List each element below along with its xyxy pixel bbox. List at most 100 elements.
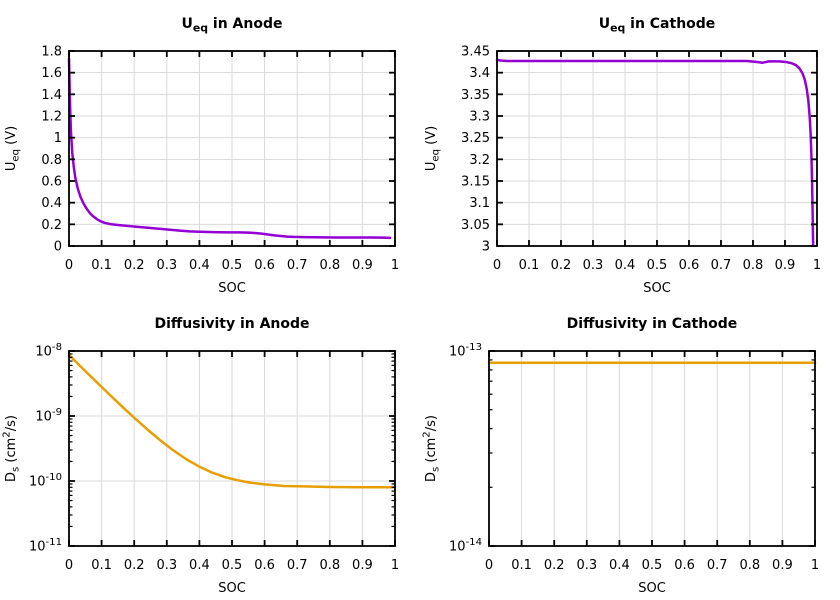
y-tick-label: 3.2: [469, 153, 490, 168]
x-tick-label: 0.7: [711, 258, 732, 273]
x-axis-label: SOC: [643, 281, 671, 296]
x-tick-label: 0.1: [91, 258, 112, 273]
x-tick-label: 0.8: [743, 258, 764, 273]
x-tick-label: 1: [391, 558, 399, 573]
chart-diffusivity-cathode-svg: 0 0.1 0.2 0.3 0.4 0.5 0.6 0.7 0.8 0.9 1 10-14 10-13 D…: [422, 316, 820, 596]
x-tick-label: 0.8: [319, 258, 340, 273]
x-tick-label: 0.5: [222, 258, 243, 273]
x-axis-label: SOC: [638, 581, 666, 596]
x-tick-label: 0.2: [124, 258, 145, 273]
y-axis-label: Ds (cm2/s): [2, 415, 22, 482]
x-tick-label: 0.5: [222, 558, 243, 573]
x-tick-label: 0.2: [544, 558, 565, 573]
x-tick-label: 0: [65, 558, 73, 573]
x-tick-label: 0.8: [319, 558, 340, 573]
x-tick-label: 0.1: [519, 258, 540, 273]
x-tick-labels: 0 0.1 0.2 0.3 0.4 0.5 0.6 0.7 0.8 0.9 1: [493, 258, 821, 273]
x-tick-label: 0.4: [189, 558, 210, 573]
x-tick-label: 0.9: [775, 258, 796, 273]
x-tick-labels: 0 0.1 0.2 0.3 0.4 0.5 0.6 0.7 0.8 0.9 1: [65, 258, 399, 273]
ueq-cathode-curve: [495, 58, 815, 248]
y-tick-label: 3.05: [461, 218, 490, 233]
y-tick-label: 3: [482, 240, 490, 255]
y-tick-labels: 10-11 10-10 10-9 10-8: [29, 342, 62, 555]
axis-ticks: [488, 350, 816, 547]
x-tick-label: 0.7: [287, 258, 308, 273]
x-axis-label: SOC: [218, 281, 246, 296]
x-tick-label: 0: [65, 258, 73, 273]
x-tick-label: 0.4: [615, 258, 636, 273]
y-tick-label: 10-14: [449, 537, 482, 555]
y-axis-label: Ueq (V): [424, 126, 441, 171]
y-tick-label: 3.1: [469, 196, 490, 211]
x-tick-label: 0.6: [674, 558, 695, 573]
x-tick-label: 0: [485, 558, 493, 573]
y-tick-labels: 3 3.05 3.1 3.15 3.2 3.25 3.3 3.35 3.4 3.45: [461, 45, 490, 255]
x-tick-label: 0.3: [156, 558, 177, 573]
x-tick-labels: 0 0.1 0.2 0.3 0.4 0.5 0.6 0.7 0.8 0.9 1: [485, 558, 819, 573]
y-tick-label: 1: [54, 131, 62, 146]
chart-diffusivity-cathode: 0 0.1 0.2 0.3 0.4 0.5 0.6 0.7 0.8 0.9 1 10-14 10-13 D…: [420, 300, 840, 600]
x-axis-label: SOC: [218, 581, 246, 596]
x-tick-label: 0: [493, 258, 501, 273]
x-tick-label: 1: [811, 558, 819, 573]
x-tick-label: 0.4: [609, 558, 630, 573]
chart-title: Diffusivity in Cathode: [567, 316, 738, 332]
x-tick-label: 0.7: [287, 558, 308, 573]
chart-ueq-anode-svg: 0 0.1 0.2 0.3 0.4 0.5 0.6 0.7 0.8 0.9 100.20.40.60…: [4, 16, 399, 296]
y-tick-label: 3.4: [469, 66, 490, 81]
x-tick-label: 0.3: [156, 258, 177, 273]
grid-lines: [68, 350, 396, 547]
grid-lines: [496, 50, 818, 247]
axis-ticks: [68, 350, 396, 547]
ds-anode-curve: [67, 353, 397, 489]
y-tick-label: 10-9: [35, 407, 62, 425]
x-tick-label: 0.7: [707, 558, 728, 573]
y-tick-label: 0.6: [41, 175, 62, 190]
ueq-anode-curve: [67, 57, 392, 240]
y-tick-label: 10-11: [29, 537, 62, 555]
y-tick-label: 1.8: [41, 45, 62, 60]
x-tick-label: 0.6: [254, 558, 275, 573]
y-tick-label: 0: [54, 240, 62, 255]
y-tick-label: 10-10: [29, 472, 62, 490]
x-tick-label: 1: [813, 258, 821, 273]
minor-log-ticks: [69, 353, 395, 528]
chart-title: Ueq in Anode: [181, 16, 282, 35]
chart-title: Diffusivity in Anode: [154, 316, 309, 332]
y-tick-label: 3.3: [469, 110, 490, 125]
x-tick-label: 0.8: [739, 558, 760, 573]
y-tick-label: 10-8: [35, 342, 62, 360]
axis-ticks: [68, 50, 396, 247]
y-tick-label: 3.35: [461, 88, 490, 103]
x-tick-label: 0.3: [583, 258, 604, 273]
minor-log-ticks: [489, 359, 815, 488]
y-tick-label: 10-13: [449, 342, 482, 360]
x-tick-label: 0.2: [124, 558, 145, 573]
y-tick-labels: 0 0.2 0.4 0.6 0.8 1 1.2 1.4 1.6 1.8: [41, 45, 62, 255]
y-tick-label: 1.2: [41, 110, 62, 125]
x-tick-label: 0.9: [772, 558, 793, 573]
chart-ueq-cathode-svg: 0 0.1 0.2 0.3 0.4 0.5 0.6 0.7 0.8 0.9 1 3 3.05 3.1 3.1…: [424, 16, 821, 296]
x-tick-label: 1: [391, 258, 399, 273]
y-tick-label: 3.15: [461, 175, 490, 190]
grid-lines: [488, 350, 816, 547]
y-tick-label: 0.2: [41, 218, 62, 233]
x-tick-label: 0.4: [189, 258, 210, 273]
x-tick-label: 0.2: [551, 258, 572, 273]
y-tick-label: 3.45: [461, 45, 490, 60]
chart-title: Ueq in Cathode: [599, 16, 716, 35]
y-tick-label: 0.4: [41, 196, 62, 211]
y-axis-label: Ds (cm2/s): [422, 415, 442, 482]
x-tick-label: 0.1: [511, 558, 532, 573]
y-axis-label: Ueq (V): [4, 126, 21, 171]
y-tick-label: 3.25: [461, 131, 490, 146]
grid-lines: [68, 50, 396, 247]
y-tick-label: 1.4: [41, 88, 62, 103]
x-tick-label: 0.6: [254, 258, 275, 273]
chart-ueq-anode: 0 0.1 0.2 0.3 0.4 0.5 0.6 0.7 0.8 0.9 1 0 0.2 0.4 0.6 0…: [0, 0, 420, 300]
x-tick-label: 0.5: [642, 558, 663, 573]
x-tick-label: 0.9: [352, 558, 373, 573]
